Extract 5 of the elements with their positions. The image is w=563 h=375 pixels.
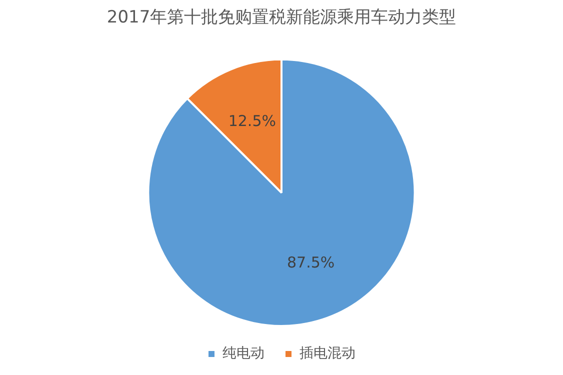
data-label: 12.5% [228,112,276,130]
chart-title: 2017年第十批免购置税新能源乘用车动力类型 [106,8,456,28]
data-label: 87.5% [287,253,335,272]
legend-label: 纯电动 [222,346,264,362]
legend-label: 插电混动 [300,346,356,362]
